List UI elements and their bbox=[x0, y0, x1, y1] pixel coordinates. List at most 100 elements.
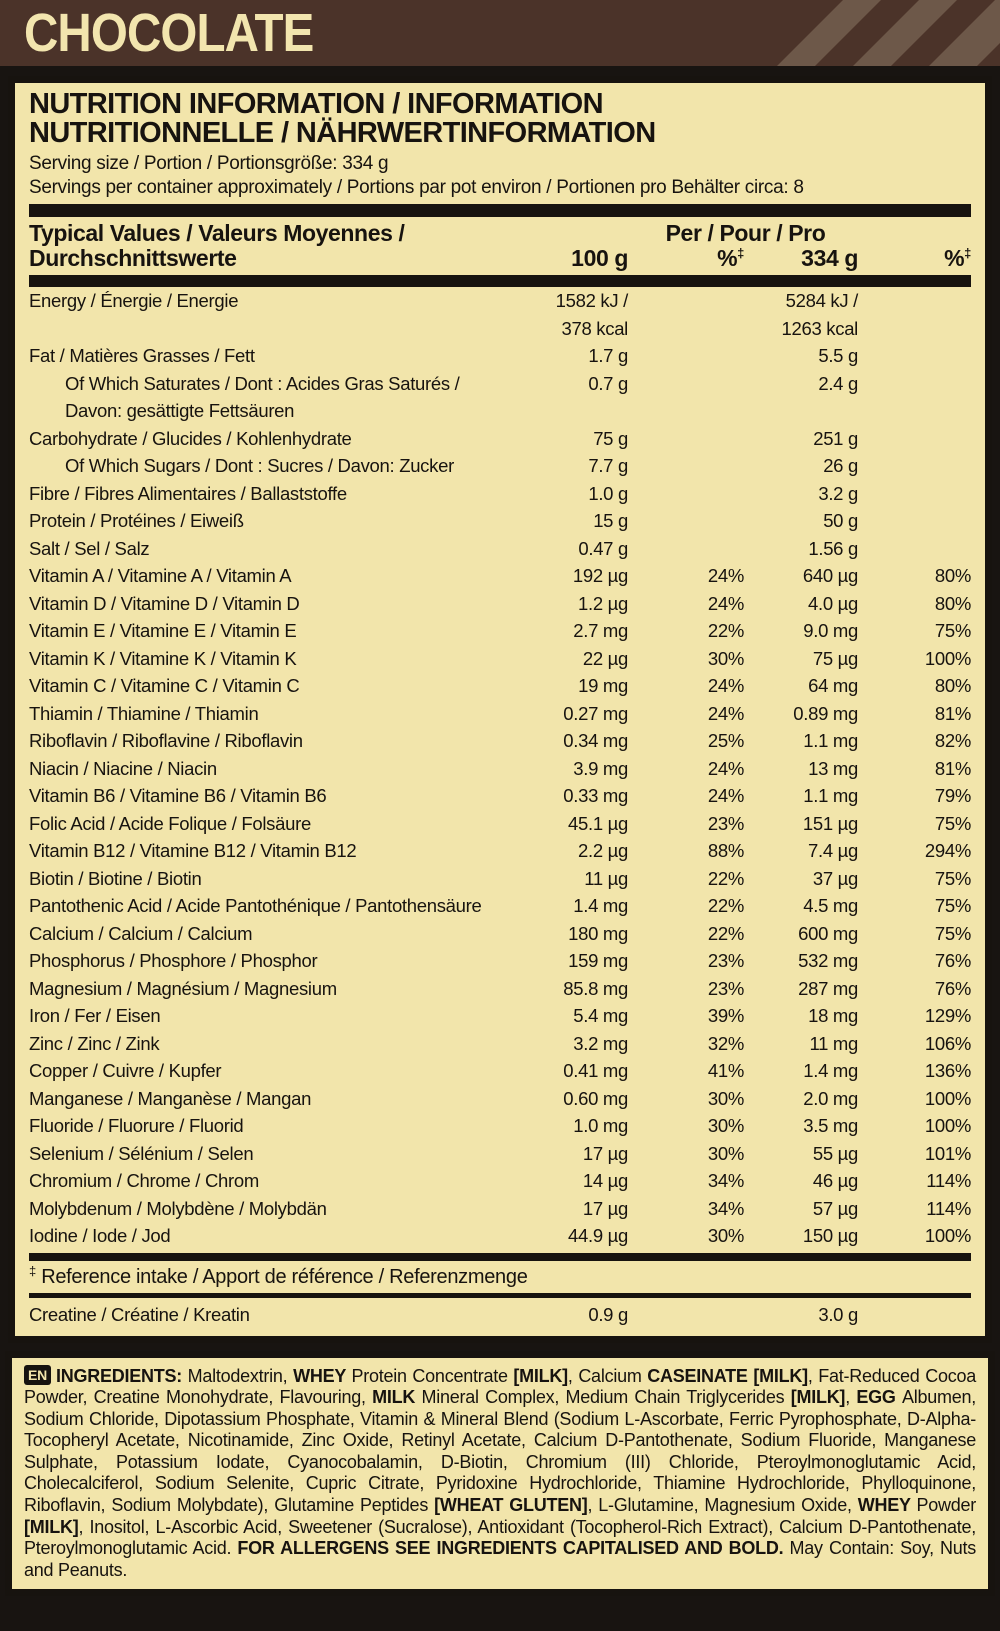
ingredient-run: May Contain: Soy, Nuts and Peanuts. bbox=[24, 1538, 976, 1580]
creatine-row-container: Creatine / Créatine / Kreatin 0.9 g 3.0 g bbox=[29, 1298, 971, 1330]
language-badge: EN bbox=[24, 1364, 51, 1385]
nutrient-row: Salt / Sel / Salz 0.47 g 1.56 g bbox=[29, 535, 971, 563]
nutrient-label: Selenium / Sélénium / Selen bbox=[29, 1142, 254, 1164]
percent-per-334g: 75% bbox=[934, 812, 971, 834]
percent-per-334g: 114% bbox=[926, 1197, 971, 1219]
column-header-percent-334g: %‡ bbox=[944, 245, 971, 271]
value-per-334g: 5.5 g bbox=[818, 345, 858, 366]
percent-per-100g: 23% bbox=[707, 977, 744, 999]
value-per-334g: 150 µg bbox=[802, 1225, 858, 1246]
nutrient-label: Protein / Protéines / Eiweiß bbox=[29, 510, 244, 531]
percent-per-334g: 80% bbox=[934, 592, 971, 614]
nutrient-label: Copper / Cuivre / Kupfer bbox=[29, 1060, 222, 1081]
nutrient-row: Vitamin K / Vitamine K / Vitamin K 22 µg 3… bbox=[29, 645, 971, 673]
percent-per-334g: 81% bbox=[934, 757, 971, 779]
value-per-100g: 11 µg bbox=[584, 867, 628, 889]
nutrient-row: Creatine / Créatine / Kreatin 0.9 g 3.0 g bbox=[29, 1298, 971, 1330]
value-per-100g: 22 µg bbox=[582, 647, 628, 669]
panel-title-line2: NUTRITIONNELLE / NÄHRWERTINFORMATION bbox=[29, 117, 656, 149]
nutrient-row: Manganese / Manganèse / Mangan 0.60 mg 30%… bbox=[29, 1085, 971, 1113]
value-per-334g: 3.0 g bbox=[818, 1303, 858, 1325]
ingredient-run: , L-Glutamine, Magnesium Oxide, bbox=[587, 1495, 858, 1516]
value-per-334g: 1.1 mg bbox=[803, 785, 858, 806]
percent-per-100g: 39% bbox=[707, 1005, 744, 1026]
nutrient-row: Thiamin / Thiamine / Thiamin 0.27 mg 24% 0.… bbox=[29, 700, 971, 728]
percent-per-334g: 79% bbox=[934, 785, 971, 806]
percent-per-100g: 24% bbox=[707, 592, 744, 614]
percent-per-334g: 81% bbox=[934, 702, 971, 724]
percent-per-100g: 30% bbox=[707, 1087, 744, 1109]
value-per-334g: 287 mg bbox=[798, 977, 858, 999]
value-per-334g: 18 mg bbox=[808, 1005, 858, 1026]
nutrient-row: Fluoride / Fluorure / Fluorid 1.0 mg 30% 3.… bbox=[29, 1112, 971, 1140]
value-per-100g: 0.60 mg bbox=[563, 1087, 628, 1109]
dagger-icon: ‡ bbox=[964, 245, 971, 261]
ingredient-emphasis: [MILK] bbox=[24, 1516, 79, 1537]
divider-bar bbox=[29, 1252, 971, 1261]
percent-per-334g: 106% bbox=[924, 1032, 971, 1054]
ingredient-emphasis: [WHEAT GLUTEN] bbox=[434, 1495, 588, 1516]
value-per-334g: 4.5 mg bbox=[803, 895, 858, 916]
nutrient-label: Vitamin D / Vitamine D / Vitamin D bbox=[29, 592, 300, 614]
nutrient-row: Molybdenum / Molybdène / Molybdän 17 µg 34… bbox=[29, 1195, 971, 1223]
value-per-334g: 3.2 g bbox=[818, 482, 858, 504]
ingredient-emphasis: FOR ALLERGENS SEE INGREDIENTS CAPITALISE… bbox=[237, 1538, 784, 1559]
per-column-group-label: Per / Pour / Pro bbox=[665, 220, 826, 246]
ingredient-run: Mineral Complex, Medium Chain Triglyceri… bbox=[421, 1387, 791, 1408]
percent-per-334g: 75% bbox=[934, 922, 971, 944]
ingredient-run: Maltodextrin, bbox=[187, 1365, 294, 1386]
nutrient-label: Salt / Sel / Salz bbox=[29, 537, 150, 559]
value-per-100g: 159 mg bbox=[568, 950, 628, 971]
nutrient-label: Niacin / Niacine / Niacin bbox=[29, 757, 217, 779]
percent-per-100g: 24% bbox=[707, 565, 744, 586]
nutrient-label: Molybdenum / Molybdène / Molybdän bbox=[29, 1197, 327, 1219]
nutrient-row: Chromium / Chrome / Chrom 14 µg 34% 46 µg 11… bbox=[29, 1167, 971, 1195]
percent-per-334g: 100% bbox=[924, 1115, 971, 1136]
value-per-334g: 151 µg bbox=[802, 812, 858, 834]
nutrient-row: Vitamin D / Vitamine D / Vitamin D 1.2 µg… bbox=[29, 590, 971, 618]
nutrient-label: Of Which Sugars / Dont : Sucres / Davon:… bbox=[65, 455, 454, 476]
dagger-icon: ‡ bbox=[29, 1262, 36, 1278]
value-per-100g: 3.2 mg bbox=[573, 1032, 628, 1054]
nutrient-label: Magnesium / Magnésium / Magnesium bbox=[29, 977, 337, 999]
value-per-334g: 2.0 mg bbox=[803, 1087, 858, 1109]
nutrient-row: Folic Acid / Acide Folique / Folsäure 45.… bbox=[29, 810, 971, 838]
nutrient-label: Folic Acid / Acide Folique / Folsäure bbox=[29, 812, 311, 834]
nutrient-label: Pantothenic Acid / Acide Pantothénique /… bbox=[29, 895, 482, 916]
nutrient-row: Biotin / Biotine / Biotin 11 µg 22% 37 µg 75… bbox=[29, 865, 971, 893]
nutrient-row: Calcium / Calcium / Calcium 180 mg 22% 600 … bbox=[29, 920, 971, 948]
percent-per-334g: 114% bbox=[926, 1170, 971, 1191]
value-per-100g: 17 µg bbox=[582, 1142, 628, 1164]
ingredient-emphasis: WHEY bbox=[857, 1495, 917, 1516]
percent-per-100g: 22% bbox=[707, 867, 744, 889]
percent-per-100g: 30% bbox=[707, 1225, 744, 1246]
nutrient-label: Fat / Matières Grasses / Fett bbox=[29, 345, 255, 366]
ingredient-emphasis: MILK bbox=[372, 1387, 422, 1408]
value-per-100g: 1.4 mg bbox=[573, 895, 628, 916]
reference-intake-footnote: ‡ Reference intake / Apport de référence… bbox=[29, 1262, 528, 1288]
percent-per-100g: 24% bbox=[707, 785, 744, 806]
nutrient-label: Carbohydrate / Glucides / Kohlenhydrate bbox=[29, 427, 352, 449]
nutrient-label: Of Which Saturates / Dont : Acides Gras … bbox=[65, 372, 460, 422]
value-per-334g: 55 µg bbox=[812, 1142, 858, 1164]
percent-per-334g: 100% bbox=[924, 647, 971, 669]
value-per-100g: 2.7 mg bbox=[573, 620, 628, 641]
nutrient-label: Riboflavin / Riboflavine / Riboflavin bbox=[29, 730, 303, 751]
percent-per-100g: 30% bbox=[707, 1115, 744, 1136]
value-per-334g: 64 mg bbox=[808, 675, 858, 696]
value-per-100g: 75 g bbox=[593, 427, 628, 449]
nutrient-row: Selenium / Sélénium / Selen 17 µg 30% 55 µg… bbox=[29, 1140, 971, 1168]
typical-values-label-line2: Durchschnittswerte bbox=[29, 245, 237, 271]
column-header-percent-100g: %‡ bbox=[717, 245, 744, 271]
value-per-334g: 7.4 µg bbox=[807, 840, 858, 861]
value-per-100g: 1.2 µg bbox=[577, 592, 628, 614]
value-per-100g: 45.1 µg bbox=[568, 812, 628, 834]
nutrient-row: Carbohydrate / Glucides / Kohlenhydrate 7… bbox=[29, 425, 971, 453]
value-per-100g: 192 µg bbox=[572, 565, 628, 586]
diagonal-stripes-decoration bbox=[640, 0, 1000, 66]
percent-per-100g: 32% bbox=[707, 1032, 744, 1054]
ingredient-run: , Inositol, L-Ascorbic Acid, Sweetener (… bbox=[24, 1516, 976, 1559]
value-per-100g: 0.47 g bbox=[578, 537, 628, 559]
percent-per-100g: 22% bbox=[707, 620, 744, 641]
value-per-100g: 0.7 g bbox=[588, 372, 628, 394]
